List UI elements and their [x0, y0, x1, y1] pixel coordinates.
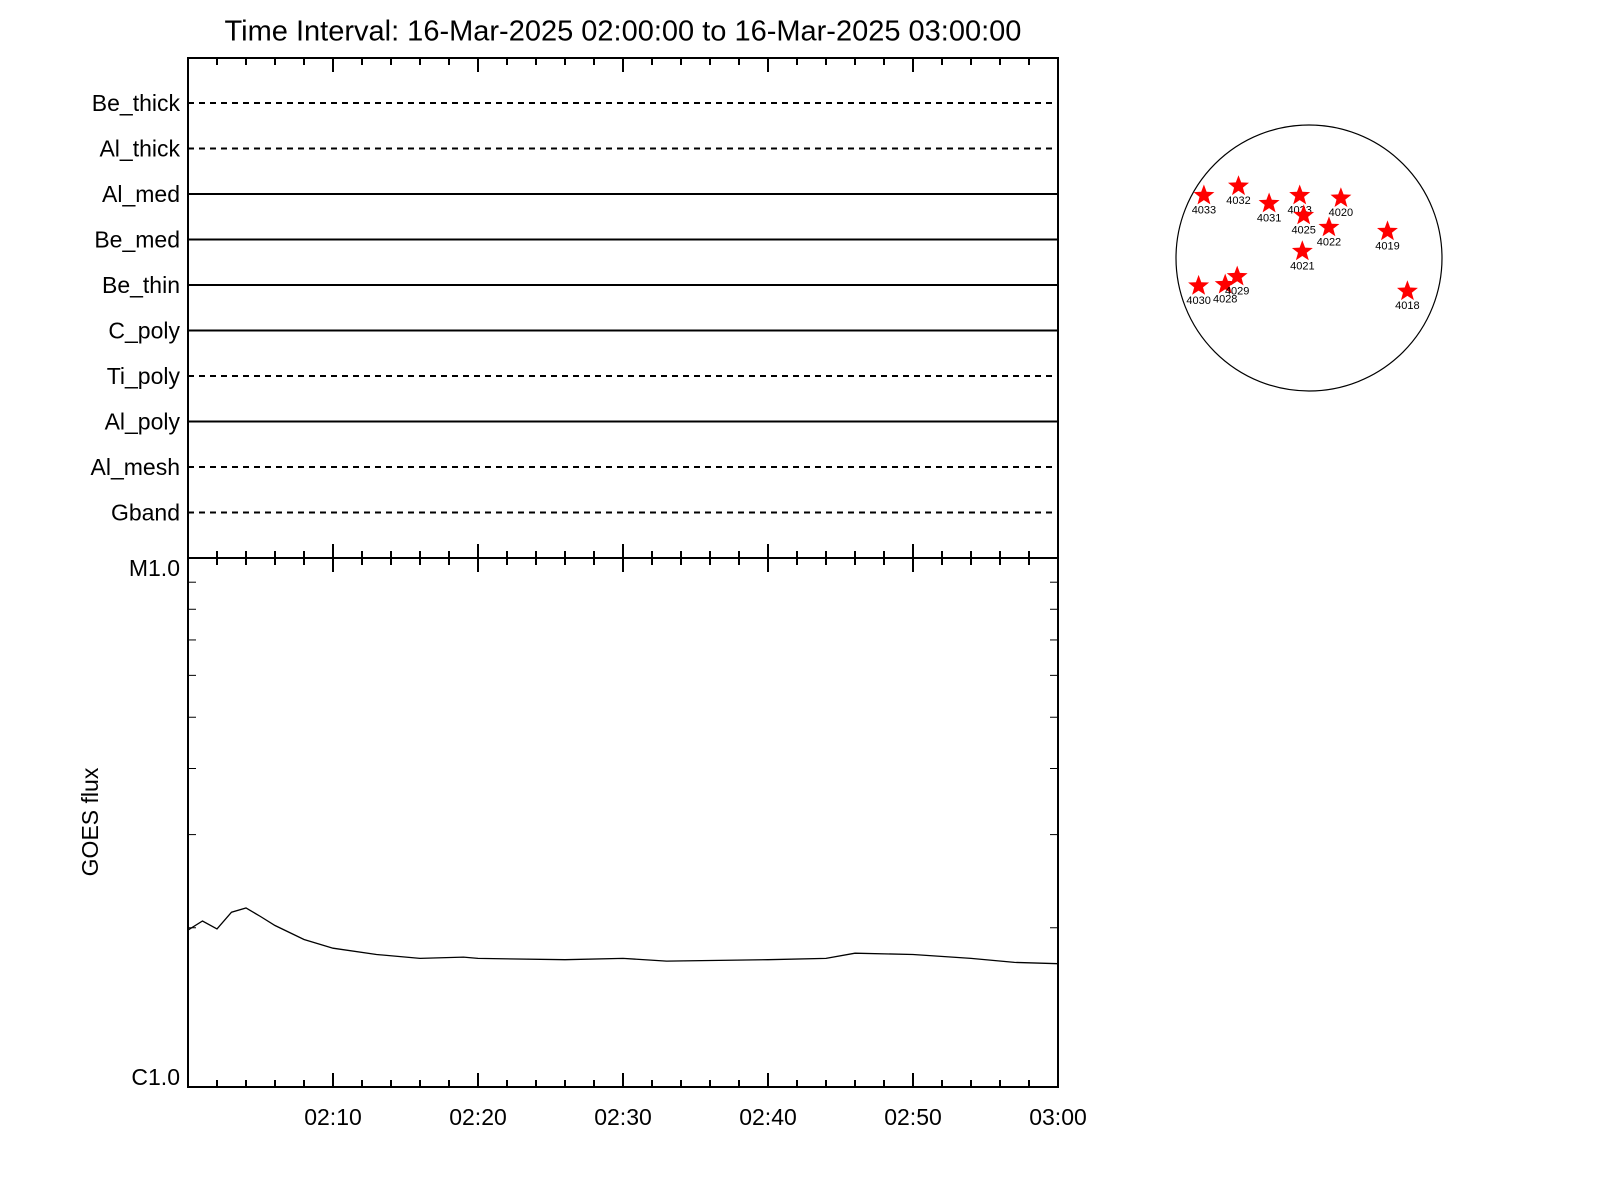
- region-label: 4032: [1226, 195, 1250, 207]
- region-marker: [1228, 175, 1249, 196]
- region-marker: [1330, 187, 1352, 207]
- x-tick-label: 02:50: [884, 1104, 942, 1130]
- filter-label: Be_med: [94, 227, 180, 253]
- region-label: 4030: [1186, 295, 1210, 307]
- region-marker: [1397, 280, 1418, 301]
- region-marker: [1193, 184, 1215, 205]
- solar-disk: [1175, 124, 1443, 392]
- x-tick-label: 02:30: [594, 1104, 652, 1130]
- y-axis-label: GOES flux: [77, 767, 103, 876]
- filter-label: Be_thin: [102, 272, 180, 298]
- x-tick-label: 03:00: [1029, 1104, 1087, 1130]
- x-tick-label: 02:40: [739, 1104, 797, 1130]
- chart-title: Time Interval: 16-Mar-2025 02:00:00 to 1…: [225, 16, 1022, 48]
- region-marker: [1258, 192, 1280, 213]
- y-tick-label: C1.0: [131, 1064, 180, 1090]
- filter-label: Be_thick: [92, 90, 181, 116]
- filter-label: Al_mesh: [91, 454, 180, 480]
- region-label: 4022: [1317, 236, 1341, 248]
- region-marker: [1214, 273, 1236, 294]
- region-label: 4019: [1375, 240, 1399, 252]
- region-marker: [1291, 240, 1313, 261]
- region-marker: [1188, 274, 1210, 295]
- filter-label: Al_thick: [99, 136, 180, 162]
- region-marker: [1377, 220, 1398, 241]
- filter-label: Ti_poly: [107, 363, 181, 389]
- filter-label: Al_med: [102, 181, 180, 207]
- filter-label: Gband: [111, 500, 180, 526]
- region-label: 4020: [1329, 207, 1353, 219]
- region-marker: [1226, 265, 1248, 286]
- region-marker: [1318, 216, 1340, 237]
- region-label: 4025: [1291, 224, 1315, 236]
- region-label: 4031: [1257, 212, 1281, 224]
- filter-label: C_poly: [108, 318, 180, 344]
- region-label: 4018: [1395, 300, 1419, 312]
- region-label: 4029: [1225, 286, 1249, 298]
- y-tick-label: M1.0: [129, 555, 180, 581]
- region-marker: [1293, 204, 1315, 225]
- x-tick-label: 02:20: [449, 1104, 507, 1130]
- x-tick-label: 02:10: [304, 1104, 362, 1130]
- region-label: 4028: [1213, 294, 1237, 306]
- region-marker: [1289, 184, 1311, 205]
- region-label: 4033: [1192, 204, 1216, 216]
- region-label: 4021: [1290, 260, 1314, 272]
- filter-label: Al_poly: [105, 409, 181, 435]
- flux-line: [187, 907, 1059, 965]
